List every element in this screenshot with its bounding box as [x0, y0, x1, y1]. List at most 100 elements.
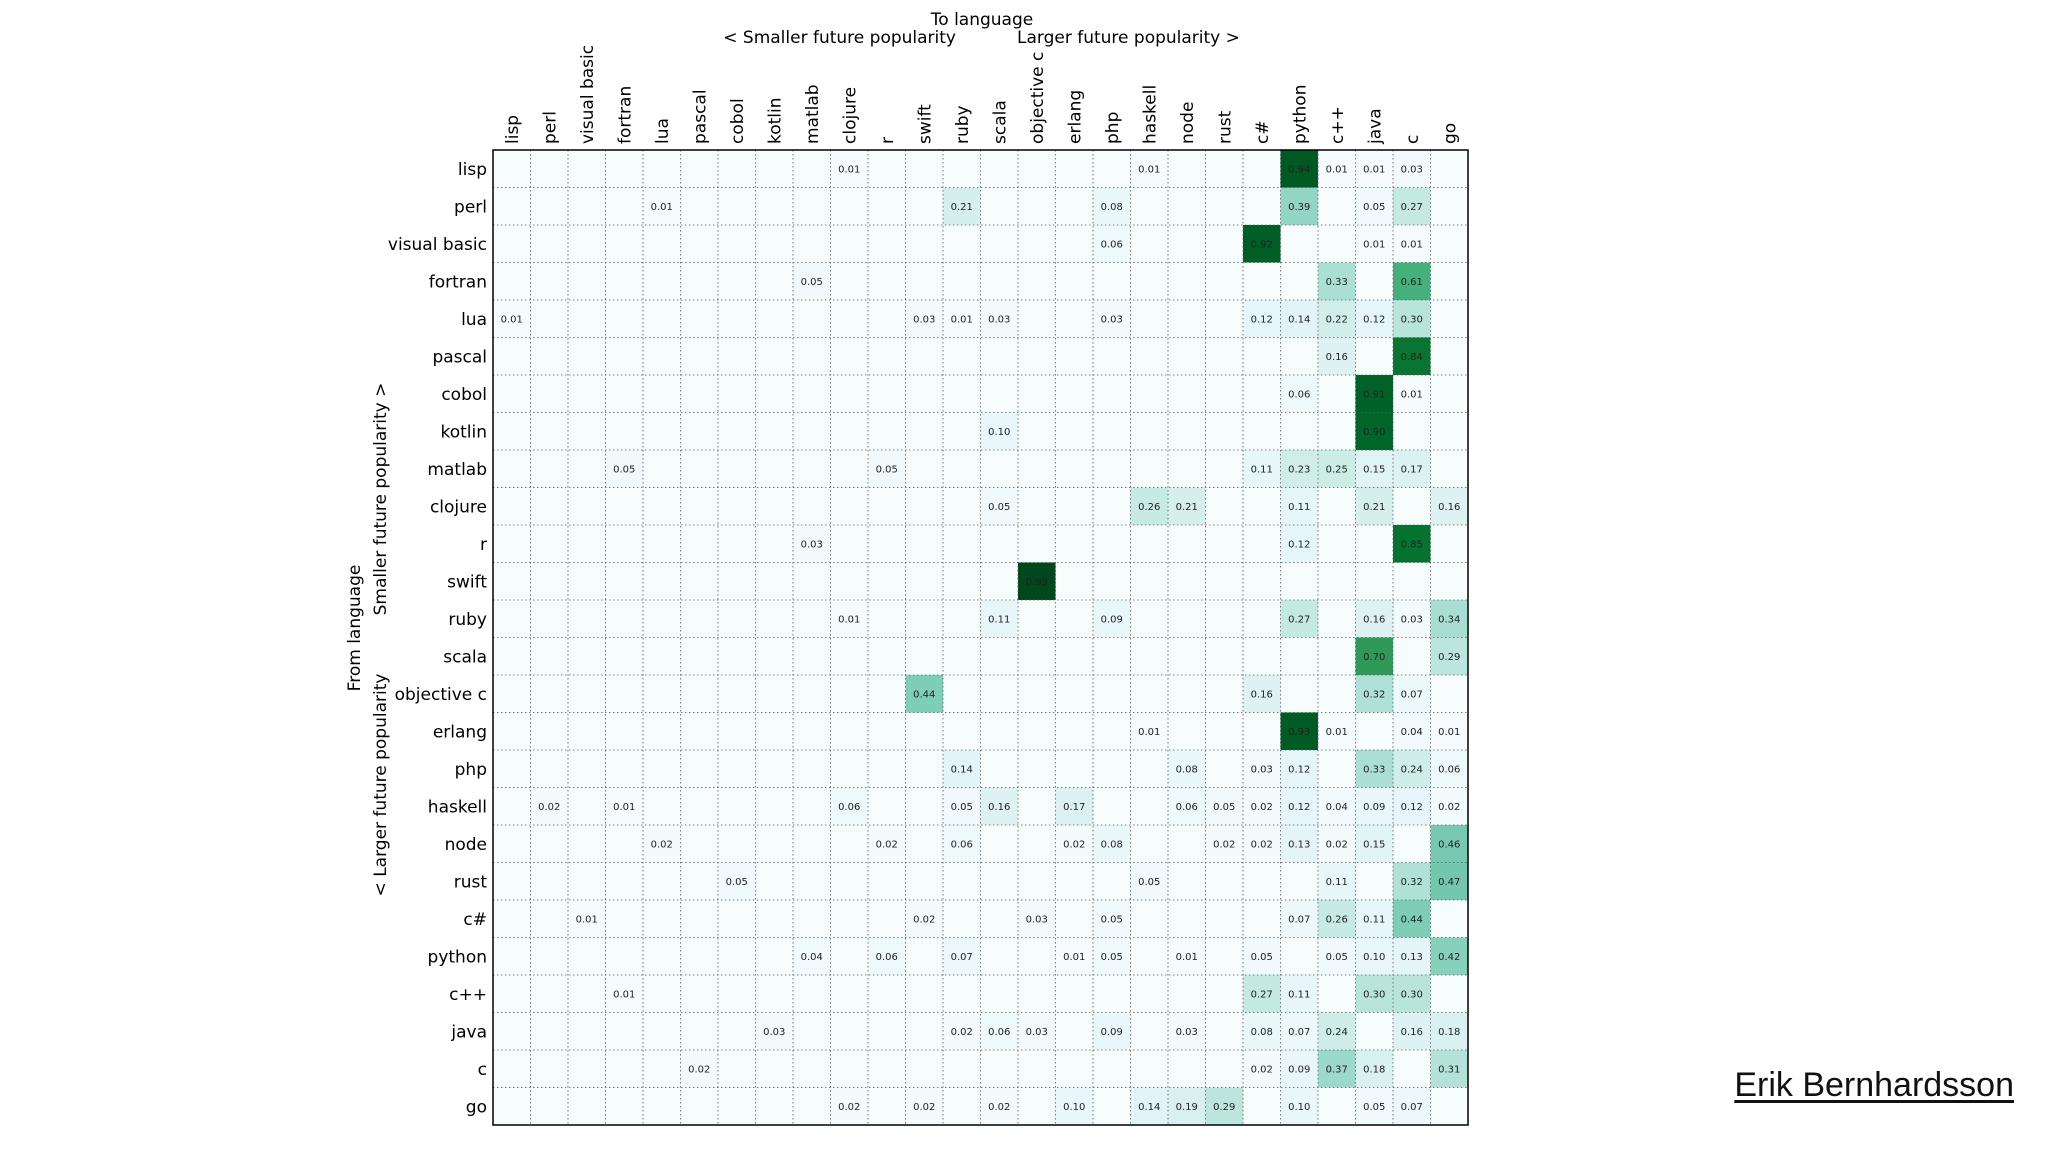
heatmap-cell — [1280, 1012, 1318, 1050]
heatmap-cell-label: 0.05 — [951, 802, 973, 813]
heatmap-cell-empty — [568, 262, 606, 300]
heatmap-cell-empty — [1205, 600, 1243, 638]
heatmap-cell-empty — [718, 562, 756, 600]
heatmap-cell-label: 0.05 — [1101, 952, 1123, 963]
heatmap-cell-empty — [793, 825, 831, 863]
heatmap-cell-label: 0.12 — [1288, 802, 1310, 813]
heatmap-cell-empty — [1318, 487, 1356, 525]
heatmap-cell — [1055, 825, 1093, 863]
heatmap-cell-empty — [1055, 712, 1093, 750]
heatmap-cell-empty — [943, 525, 981, 563]
heatmap-cell — [1243, 300, 1281, 338]
heatmap-cell-label: 0.24 — [1401, 764, 1423, 775]
heatmap-cell-label: 0.06 — [1438, 764, 1460, 775]
heatmap-cell-empty — [493, 637, 531, 675]
heatmap-cell-empty — [1093, 637, 1131, 675]
heatmap-cell-empty — [1018, 1087, 1056, 1125]
heatmap-cell-empty — [718, 187, 756, 225]
heatmap-cell-label: 0.13 — [1401, 952, 1423, 963]
heatmap-cell-empty — [1093, 675, 1131, 713]
heatmap-cell-empty — [568, 637, 606, 675]
heatmap-cell-label: 0.93 — [1288, 727, 1310, 738]
heatmap-cell-label: 0.06 — [1176, 802, 1198, 813]
heatmap-cell-empty — [680, 712, 718, 750]
x-tick-label: java — [1365, 108, 1385, 145]
heatmap-cell — [1318, 262, 1356, 300]
heatmap-cell-empty — [1093, 1050, 1131, 1088]
heatmap-cell-empty — [755, 225, 793, 263]
heatmap-cell-empty — [1430, 562, 1468, 600]
heatmap-cell-empty — [643, 562, 681, 600]
heatmap-cell-label: 0.08 — [1101, 839, 1123, 850]
heatmap-cell-empty — [1168, 375, 1206, 413]
heatmap-cell-label: 0.34 — [1438, 614, 1460, 625]
heatmap-cell — [1280, 525, 1318, 563]
heatmap-cell-label: 0.29 — [1438, 652, 1460, 663]
heatmap-cell — [1243, 787, 1281, 825]
heatmap-cell-empty — [793, 787, 831, 825]
heatmap-cell-empty — [1205, 487, 1243, 525]
heatmap-cell-empty — [905, 487, 943, 525]
heatmap-cell-empty — [868, 712, 906, 750]
heatmap-cell-empty — [1243, 862, 1281, 900]
heatmap-cell — [1318, 825, 1356, 863]
heatmap-cell-empty — [868, 900, 906, 938]
y-tick-label: clojure — [430, 497, 487, 517]
heatmap-cell — [1243, 1012, 1281, 1050]
heatmap-cell-empty — [905, 525, 943, 563]
heatmap-cell-empty — [605, 562, 643, 600]
x-axis-title: To language — [930, 10, 1033, 30]
heatmap-cell-empty — [943, 225, 981, 263]
heatmap-cell-empty — [568, 150, 606, 188]
heatmap-cell-label: 0.03 — [1026, 1027, 1048, 1038]
heatmap-cell-empty — [1205, 937, 1243, 975]
heatmap-cell-empty — [1018, 787, 1056, 825]
heatmap-cell-label: 0.12 — [1401, 802, 1423, 813]
heatmap-cell — [1093, 600, 1131, 638]
heatmap-cell-empty — [718, 825, 756, 863]
heatmap-cell-empty — [1205, 900, 1243, 938]
heatmap-cell-label: 0.02 — [988, 1102, 1010, 1113]
heatmap-cell-empty — [1430, 150, 1468, 188]
heatmap-cell-label: 0.92 — [1251, 239, 1273, 250]
heatmap-cell-empty — [1355, 862, 1393, 900]
heatmap-cell-empty — [1355, 262, 1393, 300]
heatmap-cell-empty — [1430, 262, 1468, 300]
heatmap-cell — [943, 787, 981, 825]
heatmap-cell — [793, 262, 831, 300]
heatmap-cell-empty — [1205, 1012, 1243, 1050]
heatmap-cell — [1280, 900, 1318, 938]
y-tick-label: perl — [454, 197, 487, 217]
heatmap-cell-label: 0.90 — [1363, 427, 1385, 438]
heatmap-cell-label: 0.61 — [1401, 277, 1423, 288]
heatmap-cell-empty — [1243, 712, 1281, 750]
heatmap-cell-empty — [905, 1050, 943, 1088]
heatmap-cell — [1355, 150, 1393, 188]
heatmap-cell — [1355, 1050, 1393, 1088]
heatmap-cell-label: 0.06 — [876, 952, 898, 963]
heatmap-cell-empty — [980, 375, 1018, 413]
heatmap-cell-label: 0.03 — [801, 539, 823, 550]
heatmap-cell-empty — [755, 975, 793, 1013]
heatmap-cell-label: 0.02 — [1213, 839, 1235, 850]
heatmap-cell-empty — [1055, 862, 1093, 900]
x-tick-label: node — [1178, 102, 1198, 144]
heatmap-cell-empty — [868, 300, 906, 338]
heatmap-cell-empty — [1093, 487, 1131, 525]
heatmap-cell — [1055, 1087, 1093, 1125]
heatmap-cell-empty — [493, 750, 531, 788]
heatmap-cell-empty — [1055, 412, 1093, 450]
heatmap-cell — [1280, 187, 1318, 225]
heatmap-cell — [1393, 337, 1431, 375]
heatmap-cell-empty — [1318, 412, 1356, 450]
heatmap-cell-empty — [755, 412, 793, 450]
heatmap-cell-empty — [643, 412, 681, 450]
heatmap-cell-label: 0.18 — [1363, 1064, 1385, 1075]
heatmap-cell — [568, 900, 606, 938]
y-tick-label: c++ — [449, 985, 487, 1005]
heatmap-cell-label: 0.02 — [538, 802, 560, 813]
heatmap-cell-empty — [493, 862, 531, 900]
heatmap-cell-empty — [1093, 450, 1131, 488]
heatmap-cell — [1430, 487, 1468, 525]
heatmap-cell-empty — [605, 1087, 643, 1125]
